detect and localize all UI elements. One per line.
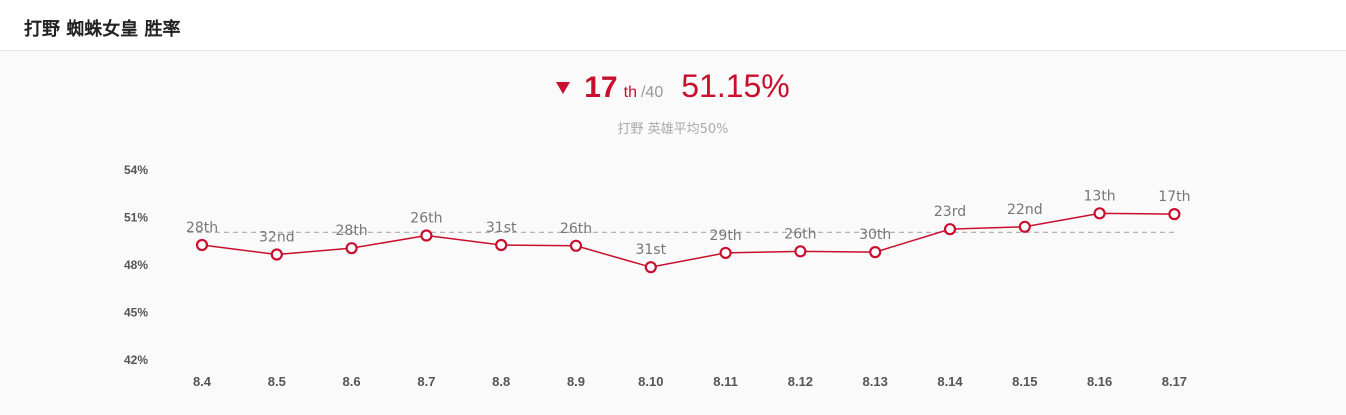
x-tick-label: 8.8 [492,374,510,389]
rank-data-label: 17th [1158,189,1190,205]
rank-data-label: 31st [635,242,666,258]
x-tick-label: 8.6 [343,374,361,389]
x-tick-label: 8.9 [567,374,585,389]
header-bar: 打野 蜘蛛女皇 胜率 [0,0,1346,51]
x-tick-label: 8.12 [788,374,813,389]
data-point [345,242,358,255]
rank-data-label: 26th [784,226,816,242]
rank-data-label: 30th [859,227,891,243]
x-tick-label: 8.5 [268,374,286,389]
rank-data-label: 28th [186,220,218,236]
data-point [195,238,209,252]
data-point [644,261,657,274]
data-point [943,223,957,236]
data-point [270,248,283,261]
x-tick-label: 8.7 [417,374,435,389]
y-tick-label: 48% [124,258,148,272]
data-point [794,245,807,258]
rank-data-label: 22nd [1007,202,1043,218]
data-point [495,238,508,252]
rank-data-label: 28th [336,223,368,239]
data-point [1018,220,1031,233]
y-tick-label: 51% [124,211,148,225]
rank-data-label: 26th [410,211,442,227]
data-point [1168,208,1181,221]
x-tick-label: 8.4 [193,374,212,389]
rank-data-label: 29th [710,228,742,244]
page-title: 打野 蜘蛛女皇 胜率 [24,19,181,40]
rank-data-label: 31st [486,220,517,236]
y-tick-label: 42% [124,353,148,367]
x-tick-label: 8.15 [1012,374,1037,389]
y-tick-label: 45% [124,306,148,320]
y-tick-label: 54% [124,163,148,177]
x-tick-label: 8.16 [1087,374,1112,389]
data-point [1093,207,1106,220]
winrate-series-line [201,212,1175,268]
x-tick-label: 8.10 [638,374,663,389]
rank-summary: 17 th/40 51.15% [0,68,1346,108]
x-tick-label: 8.11 [713,374,738,389]
x-tick-label: 8.17 [1162,374,1187,389]
rank-suffix: th [623,84,637,101]
data-point [719,246,732,260]
data-point [420,229,433,242]
trend-down-icon [556,82,571,94]
winrate-value: 51.15% [681,68,790,104]
average-subtitle: 打野 英雄平均50% [617,122,729,137]
rank-data-label: 23rd [934,204,966,220]
rank-data-label: 13th [1084,188,1116,204]
x-tick-label: 8.13 [863,374,888,389]
data-point [569,239,583,252]
rank-total: /40 [640,84,664,101]
rank-data-label: 26th [560,221,592,237]
rank-data-label: 32nd [259,230,295,246]
data-point [869,246,882,259]
rank-number: 17 [584,71,618,104]
x-tick-label: 8.14 [937,374,963,389]
